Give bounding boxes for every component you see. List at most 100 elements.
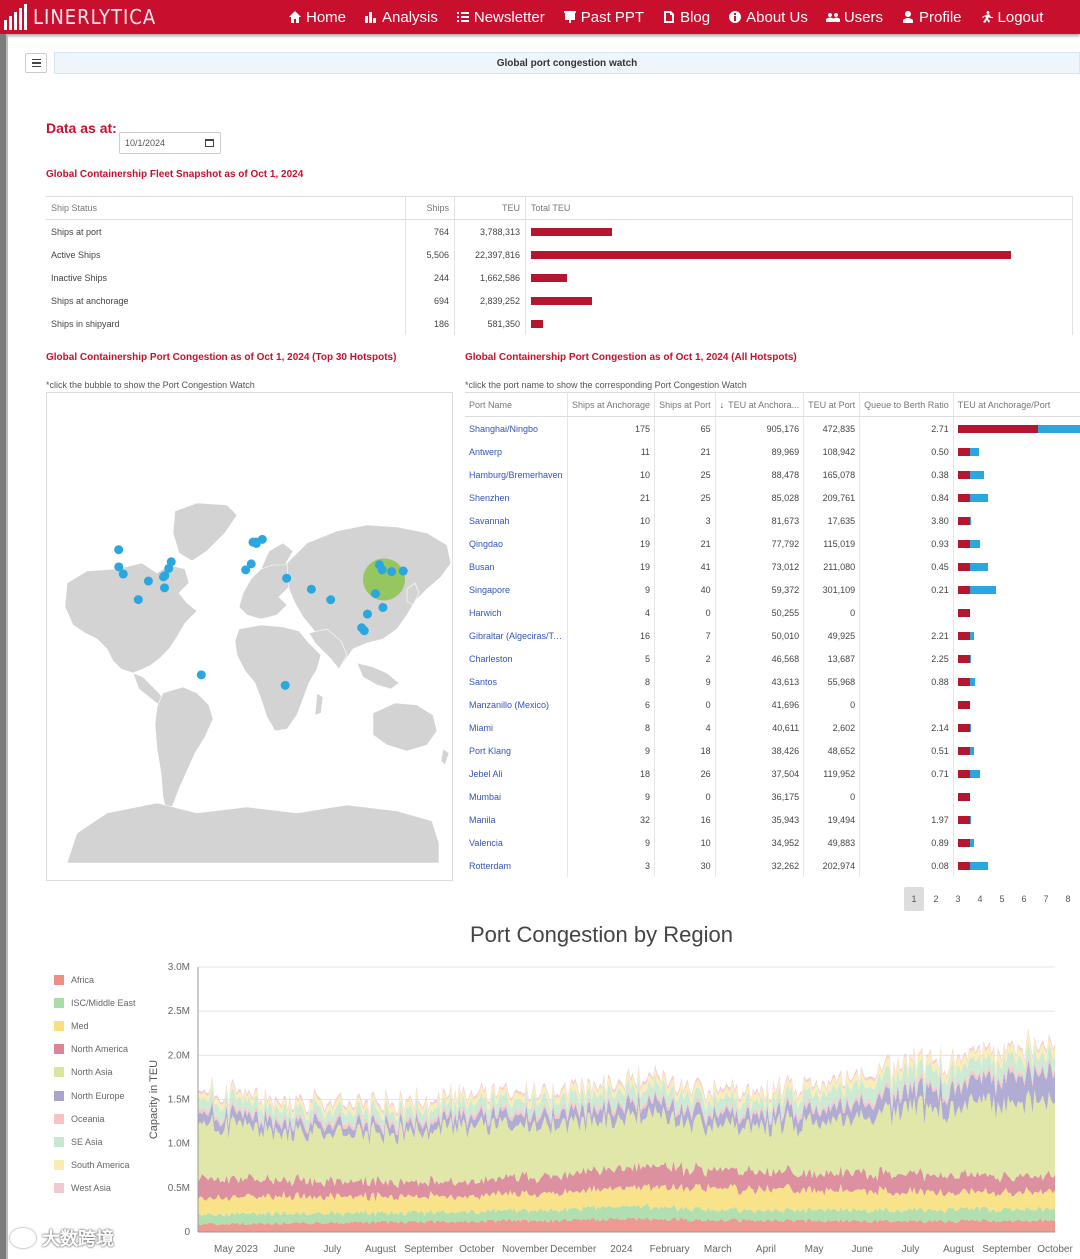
port-bubble[interactable]	[280, 680, 290, 690]
page-button[interactable]: 8	[1065, 894, 1071, 904]
port-name-link[interactable]: Hamburg/Bremerhaven	[465, 463, 568, 486]
port-name-link[interactable]: Miami	[465, 716, 568, 739]
page-button[interactable]: 2	[933, 894, 939, 904]
port-bubble[interactable]	[282, 573, 292, 583]
port-name-link[interactable]: Mumbai	[465, 785, 568, 808]
column-header[interactable]: Queue to Berth Ratio	[859, 392, 954, 417]
nav-item-about-us[interactable]: About Us	[728, 9, 808, 26]
legend-item[interactable]: SE Asia	[54, 1130, 136, 1153]
column-header[interactable]: TEU	[454, 196, 526, 220]
area-series-isc-middle-east[interactable]	[198, 1202, 1055, 1226]
area-series-se-asia[interactable]	[198, 1041, 1055, 1134]
page-button[interactable]: 4	[977, 894, 983, 904]
port-bubble[interactable]	[248, 537, 258, 547]
legend-item[interactable]: South America	[54, 1154, 136, 1177]
port-bubble[interactable]	[326, 595, 336, 605]
column-header[interactable]: TEU at Anchorage/Port	[953, 392, 1080, 417]
port-name-link[interactable]: Santos	[465, 670, 568, 693]
port-name-link[interactable]: Manzanillo (Mexico)	[465, 693, 568, 716]
area-series-south-america[interactable]	[198, 1031, 1055, 1126]
nav-item-blog[interactable]: Blog	[662, 9, 710, 26]
area-series-north-america[interactable]	[198, 1160, 1055, 1202]
port-bubble[interactable]	[387, 567, 397, 577]
nav-item-logout[interactable]: Logout	[980, 9, 1043, 26]
column-header[interactable]: Ships	[405, 196, 455, 220]
port-bubble[interactable]	[114, 562, 124, 572]
port-bubble[interactable]	[164, 563, 174, 573]
port-bubble[interactable]	[160, 571, 170, 581]
port-bubble[interactable]	[362, 609, 372, 619]
area-series-med[interactable]	[198, 1183, 1055, 1217]
menu-toggle-button[interactable]	[25, 53, 47, 73]
column-header[interactable]: Ships at Port	[654, 392, 716, 417]
port-bubble[interactable]	[246, 559, 256, 569]
nav-item-users[interactable]: Users	[825, 9, 883, 26]
column-header[interactable]: Total TEU	[525, 196, 1073, 220]
legend-item[interactable]: North America	[54, 1038, 136, 1061]
legend-item[interactable]: Med	[54, 1014, 136, 1037]
area-series-north-europe[interactable]	[198, 1059, 1055, 1146]
column-header[interactable]: Ship Status	[46, 196, 406, 220]
column-header[interactable]: ↓ TEU at Anchora...	[715, 392, 805, 417]
port-name-link[interactable]: Gibraltar (Algeciras/Tan...	[465, 624, 568, 647]
port-name-link[interactable]: Harwich	[465, 601, 568, 624]
region-area-chart[interactable]: 0 0.5M 1.0M 1.5M 2.0M 2.5M 3.0M Capacity in TEU…	[140, 955, 1080, 1259]
page-button[interactable]: 3	[955, 894, 961, 904]
column-header[interactable]: Port Name	[465, 392, 568, 417]
date-input[interactable]: 10/1/2024	[119, 132, 221, 154]
nav-item-past-ppt[interactable]: Past PPT	[563, 9, 644, 26]
port-name-link[interactable]: Manila	[465, 808, 568, 831]
port-bubble[interactable]	[114, 545, 124, 555]
nav-item-newsletter[interactable]: Newsletter	[456, 9, 545, 26]
column-header[interactable]: Ships at Anchorage	[567, 392, 656, 417]
port-bubble[interactable]	[374, 560, 384, 570]
port-name-link[interactable]: Charleston	[465, 647, 568, 670]
port-bubble[interactable]	[378, 602, 388, 612]
page-button[interactable]: 5	[999, 894, 1005, 904]
page-button[interactable]: 1	[904, 887, 924, 911]
brand-logo[interactable]: LINERLYTICA	[4, 4, 156, 30]
nav-item-home[interactable]: Home	[288, 9, 346, 26]
page-button[interactable]: 6	[1021, 894, 1027, 904]
port-name-link[interactable]: Singapore	[465, 578, 568, 601]
area-series-africa[interactable]	[198, 1217, 1055, 1232]
port-name-link[interactable]: Savannah	[465, 509, 568, 532]
port-name-link[interactable]: Rotterdam	[465, 854, 568, 877]
legend-item[interactable]: North Europe	[54, 1084, 136, 1107]
port-bubble[interactable]	[306, 584, 316, 594]
legend-item[interactable]: Africa	[54, 968, 136, 991]
port-name-link[interactable]: Jebel Ali	[465, 762, 568, 785]
highlight-bubble[interactable]	[363, 558, 406, 601]
sort-desc-icon[interactable]: ↓	[719, 399, 725, 410]
area-series-north-asia[interactable]	[198, 1089, 1055, 1189]
port-bubble[interactable]	[359, 626, 369, 636]
column-header[interactable]: TEU at Port	[803, 392, 861, 417]
world-map[interactable]	[46, 392, 453, 881]
port-bubble[interactable]	[143, 576, 153, 586]
area-series-oceania[interactable]	[198, 1055, 1055, 1138]
calendar-icon[interactable]	[205, 139, 214, 147]
port-name-link[interactable]: Valencia	[465, 831, 568, 854]
port-name-link[interactable]: Port Klang	[465, 739, 568, 762]
port-bubble[interactable]	[196, 670, 206, 680]
port-name-link[interactable]: Qingdao	[465, 532, 568, 555]
port-bubble[interactable]	[133, 595, 143, 605]
port-name-link[interactable]: Antwerp	[465, 440, 568, 463]
port-bubble[interactable]	[118, 569, 128, 579]
nav-item-analysis[interactable]: Analysis	[364, 9, 438, 26]
legend-item[interactable]: Oceania	[54, 1107, 136, 1130]
port-bubble[interactable]	[257, 534, 267, 544]
nav-item-profile[interactable]: Profile	[901, 9, 962, 26]
port-bubble[interactable]	[159, 583, 169, 593]
port-bubble[interactable]	[398, 566, 408, 576]
port-name-link[interactable]: Busan	[465, 555, 568, 578]
legend-item[interactable]: North Asia	[54, 1061, 136, 1084]
world-map-svg[interactable]	[47, 393, 452, 880]
legend-item[interactable]: ISC/Middle East	[54, 991, 136, 1014]
legend-item[interactable]: West Asia	[54, 1177, 136, 1200]
port-name-link[interactable]: Shenzhen	[465, 486, 568, 509]
port-bubble[interactable]	[241, 565, 251, 575]
port-name-link[interactable]: Shanghai/Ningbo	[465, 416, 568, 440]
port-bubble[interactable]	[370, 589, 380, 599]
page-button[interactable]: 7	[1043, 894, 1049, 904]
